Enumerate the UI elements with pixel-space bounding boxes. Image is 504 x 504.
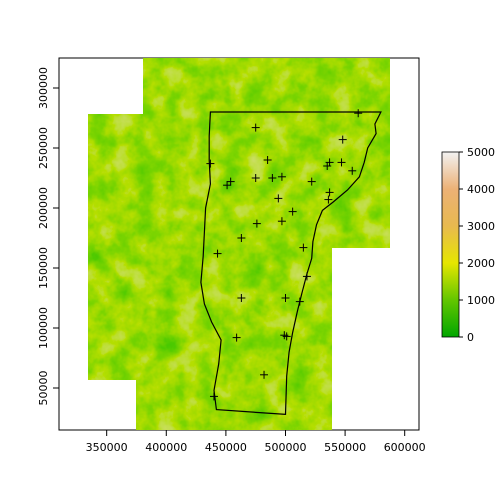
station-point xyxy=(251,174,260,182)
station-point xyxy=(237,294,246,302)
legend-ticks: 0 1000 2000 3000 4000 5000 xyxy=(459,146,495,344)
station-point xyxy=(338,135,347,144)
station-points xyxy=(206,109,363,401)
station-point xyxy=(260,370,269,379)
station-point xyxy=(295,297,304,306)
vermont-state-outline xyxy=(200,111,382,416)
legend-tick-label: 1000 xyxy=(467,294,495,307)
station-point xyxy=(209,392,218,401)
station-point xyxy=(232,333,241,342)
station-point xyxy=(277,217,286,226)
station-point xyxy=(206,159,215,168)
legend-tick-label: 2000 xyxy=(467,257,495,270)
y-tick-label: 300000 xyxy=(37,67,50,109)
station-point xyxy=(337,158,346,167)
legend-colorbar xyxy=(441,151,460,338)
station-point xyxy=(223,181,232,190)
legend-tick-label: 3000 xyxy=(467,220,495,233)
station-point xyxy=(281,294,290,302)
station-point xyxy=(277,172,286,181)
station-point xyxy=(325,188,334,197)
elevation-legend: 0 1000 2000 3000 4000 5000 xyxy=(441,146,495,344)
legend-tick-label: 0 xyxy=(467,331,474,344)
station-point xyxy=(307,177,316,186)
station-point xyxy=(226,177,235,186)
x-tick-label: 600000 xyxy=(384,441,426,454)
y-tick-label: 200000 xyxy=(37,187,50,229)
station-point xyxy=(299,243,308,252)
station-point xyxy=(302,272,311,281)
station-point xyxy=(324,195,333,204)
y-tick-label: 50000 xyxy=(37,371,50,406)
station-point xyxy=(348,166,357,175)
station-point xyxy=(263,156,272,164)
axes: 350000 400000 450000 500000 550000 600000 5000… xyxy=(37,57,426,454)
station-point xyxy=(237,234,246,242)
station-point xyxy=(282,332,291,341)
x-tick-label: 350000 xyxy=(86,441,128,454)
station-point xyxy=(354,109,363,118)
y-tick-label: 100000 xyxy=(37,307,50,349)
y-tick-label: 150000 xyxy=(37,247,50,289)
x-tick-label: 500000 xyxy=(264,441,306,454)
station-point xyxy=(251,123,260,132)
x-tick-label: 450000 xyxy=(205,441,247,454)
station-point xyxy=(323,162,332,170)
station-point xyxy=(268,174,277,182)
y-tick-label: 250000 xyxy=(37,127,50,169)
legend-tick-label: 5000 xyxy=(467,146,495,159)
x-tick-label: 400000 xyxy=(145,441,187,454)
station-point xyxy=(213,249,222,258)
legend-tick-label: 4000 xyxy=(467,183,495,196)
x-tick-label: 550000 xyxy=(324,441,366,454)
station-point xyxy=(288,207,297,216)
station-point xyxy=(274,194,283,203)
station-point xyxy=(252,219,261,228)
